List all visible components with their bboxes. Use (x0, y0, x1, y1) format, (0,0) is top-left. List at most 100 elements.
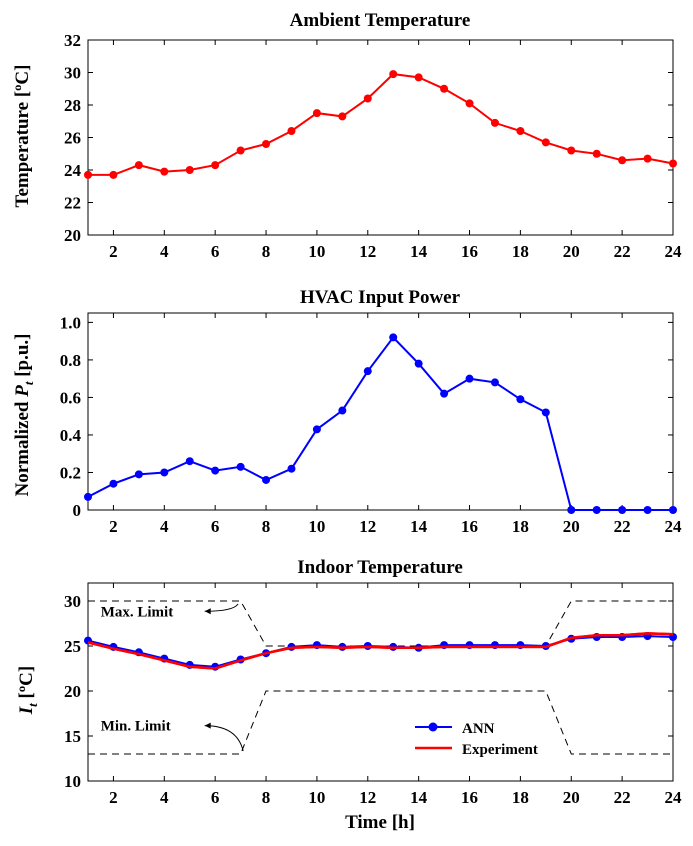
y-axis: 0 0.2 0.4 0.6 0.8 1.0 (60, 313, 673, 520)
y-axis-label: It [ºC] (16, 666, 40, 715)
legend-ann-marker (428, 722, 438, 732)
x-tick-label: 6 (211, 242, 220, 261)
data-point (109, 170, 118, 179)
y-axis-label: Temperature [ºC] (12, 65, 33, 208)
legend: ANN Experiment (415, 721, 538, 758)
y-tick-label: 0.2 (60, 463, 81, 482)
x-tick-label: 16 (461, 242, 478, 261)
data-point (287, 464, 296, 473)
data-point (567, 146, 576, 155)
y-tick-label: 24 (64, 161, 82, 180)
y-tick-label: 32 (64, 31, 81, 50)
x-axis: 2 4 6 8 10 12 14 16 18 20 22 24 (109, 313, 682, 536)
data-point (541, 408, 550, 417)
x-tick-label: 10 (308, 517, 325, 536)
data-point (567, 506, 576, 514)
y-tick-label: 22 (64, 194, 81, 213)
data-point (669, 506, 677, 514)
data-point (516, 127, 525, 135)
data-point (287, 127, 296, 135)
x-tick-label: 8 (262, 242, 271, 261)
chart-title: Ambient Temperature (290, 10, 471, 31)
data-point (389, 70, 398, 79)
x-tick-label: 8 (262, 517, 271, 536)
data-point (490, 118, 499, 127)
y-tick-label: 10 (64, 772, 81, 791)
data-point (236, 146, 245, 155)
x-tick-label: 10 (308, 242, 325, 261)
experiment-line-overlay (87, 632, 674, 670)
limit-annotation-label: Min. Limit (101, 719, 171, 735)
x-tick-label: 20 (563, 517, 580, 536)
x-tick-label: 16 (461, 788, 478, 807)
series-points (84, 70, 677, 179)
y-tick-label: 30 (64, 64, 81, 83)
x-tick-label: 4 (160, 242, 169, 261)
x-tick-label: 4 (160, 788, 169, 807)
data-point (312, 109, 321, 118)
y-label-main: Normalized (12, 397, 33, 497)
x-tick-label: 18 (512, 242, 529, 261)
y-label-subscript: t (25, 703, 40, 707)
limit-annotation-label: Max. Limit (101, 604, 174, 620)
min-limit-line (88, 690, 673, 755)
chart-title: HVAC Input Power (300, 287, 461, 308)
x-tick-label: 14 (410, 242, 428, 261)
x-tick-label: 12 (359, 517, 376, 536)
x-tick-label: 10 (308, 788, 325, 807)
x-axis-label: Time [h] (345, 812, 415, 833)
y-tick-label: 25 (64, 637, 81, 656)
data-point (618, 506, 627, 514)
x-tick-label: 20 (563, 242, 580, 261)
y-tick-label: 0 (73, 501, 82, 520)
x-axis: 2 4 6 8 10 12 14 16 18 20 22 24 (109, 583, 682, 807)
max-limit-line (88, 600, 673, 647)
y-tick-label: 1.0 (60, 313, 81, 332)
x-tick-label: 12 (359, 242, 376, 261)
series-line (87, 335, 673, 511)
y-tick-label: 20 (64, 226, 81, 245)
data-point (465, 374, 474, 383)
legend-ann-label: ANN (462, 721, 495, 737)
x-tick-label: 14 (410, 517, 428, 536)
x-tick-label: 8 (262, 788, 271, 807)
y-tick-label: 0.4 (60, 426, 82, 445)
data-point (134, 470, 143, 479)
x-tick-label: 24 (665, 788, 683, 807)
y-label-unit: [p.u.] (12, 333, 33, 381)
x-tick-label: 12 (359, 788, 376, 807)
legend-experiment-label: Experiment (462, 742, 538, 758)
data-point (134, 161, 143, 170)
series-lines (88, 73, 674, 176)
y-tick-label: 26 (64, 129, 81, 148)
y-tick-label: 15 (64, 727, 81, 746)
data-point (262, 475, 271, 484)
annotation-arrowhead (204, 722, 211, 729)
series-points (84, 632, 677, 671)
data-point (643, 506, 652, 514)
x-tick-label: 6 (211, 517, 220, 536)
data-point (185, 457, 194, 466)
y-tick-label: 30 (64, 592, 81, 611)
data-point (312, 425, 321, 434)
data-point (592, 149, 601, 158)
plot-area (87, 582, 674, 782)
y-axis: 20 22 24 26 28 30 32 (64, 31, 673, 245)
x-tick-label: 2 (109, 242, 118, 261)
data-point (414, 73, 423, 82)
x-tick-label: 2 (109, 517, 118, 536)
chart-title: Indoor Temperature (297, 557, 463, 578)
data-point (643, 154, 652, 163)
data-point (465, 99, 474, 108)
x-tick-label: 18 (512, 517, 529, 536)
data-point (363, 94, 372, 103)
data-point (516, 395, 525, 404)
x-tick-label: 2 (109, 788, 118, 807)
data-point (160, 167, 169, 176)
data-point (338, 406, 347, 415)
data-point (109, 479, 118, 488)
x-tick-label: 22 (614, 242, 631, 261)
